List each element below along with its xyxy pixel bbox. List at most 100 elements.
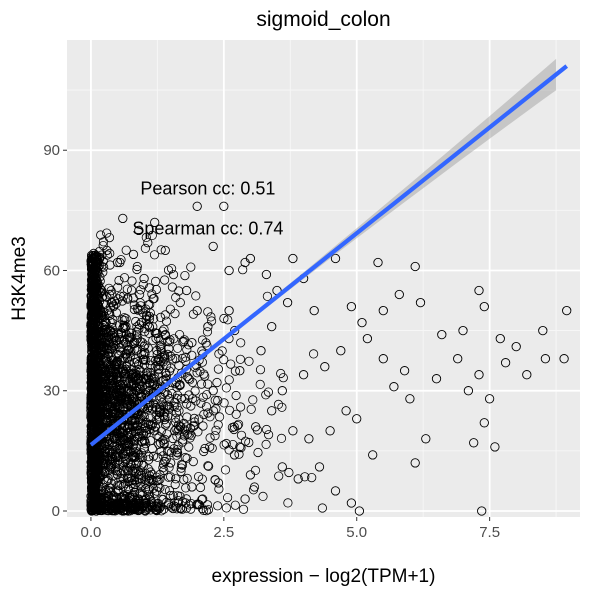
data-point xyxy=(101,395,112,405)
data-point xyxy=(174,286,184,296)
data-point xyxy=(219,201,229,211)
data-point xyxy=(124,332,134,342)
data-point xyxy=(110,398,120,408)
data-point xyxy=(133,373,143,383)
data-point xyxy=(91,383,102,393)
chart-title: sigmoid_colon xyxy=(256,8,390,31)
data-point xyxy=(171,408,181,418)
data-point xyxy=(141,499,151,509)
data-point xyxy=(132,261,142,272)
data-point xyxy=(236,443,246,453)
data-point xyxy=(437,329,447,340)
data-point xyxy=(169,334,179,344)
data-point xyxy=(186,262,196,272)
data-point xyxy=(346,301,357,312)
data-point xyxy=(140,436,150,446)
annotation-text: Pearson cc: 0.51 xyxy=(140,178,275,198)
data-point xyxy=(238,265,248,275)
data-point xyxy=(180,270,190,281)
data-point xyxy=(171,450,182,460)
data-point xyxy=(96,407,106,417)
data-point xyxy=(143,238,153,248)
data-point xyxy=(479,418,489,428)
data-point xyxy=(164,462,174,472)
data-point xyxy=(132,264,142,275)
data-point xyxy=(276,433,287,443)
data-point xyxy=(261,439,271,449)
data-point xyxy=(130,475,140,485)
data-point xyxy=(246,404,256,414)
data-point xyxy=(155,469,165,480)
data-point xyxy=(119,369,130,379)
data-point xyxy=(97,261,107,271)
data-point xyxy=(191,396,201,406)
data-point xyxy=(137,392,147,402)
data-point xyxy=(108,501,118,511)
data-point xyxy=(484,394,495,404)
data-point xyxy=(160,310,170,320)
data-point xyxy=(172,504,182,514)
data-point xyxy=(109,500,119,510)
data-point xyxy=(118,448,128,458)
data-point xyxy=(122,381,132,391)
data-point xyxy=(213,501,223,511)
data-point xyxy=(96,230,106,240)
data-point xyxy=(207,316,217,326)
annotations: Pearson cc: 0.51 Spearman cc: 0.74 xyxy=(132,178,283,238)
data-point xyxy=(261,424,272,435)
data-point xyxy=(105,396,115,406)
data-point xyxy=(116,428,126,438)
data-point xyxy=(221,438,231,449)
data-point xyxy=(157,326,168,336)
data-point xyxy=(86,425,97,435)
data-point xyxy=(511,341,521,352)
data-point xyxy=(136,301,146,311)
data-point xyxy=(112,451,122,461)
data-point xyxy=(145,500,156,510)
y-tick-label: 30 xyxy=(43,383,60,400)
data-point xyxy=(474,370,484,380)
data-point xyxy=(202,327,213,337)
data-point xyxy=(125,459,135,469)
data-point xyxy=(182,412,192,422)
data-point xyxy=(236,402,246,412)
data-point xyxy=(133,474,143,484)
data-point xyxy=(132,395,142,406)
data-point xyxy=(179,335,189,345)
data-point xyxy=(166,447,176,457)
data-point xyxy=(234,449,244,459)
data-point xyxy=(249,482,260,492)
data-point xyxy=(170,502,181,512)
data-point xyxy=(182,453,192,463)
data-point xyxy=(86,260,97,270)
data-point xyxy=(197,335,208,345)
data-point xyxy=(141,469,151,479)
data-point xyxy=(152,360,162,370)
data-point xyxy=(128,249,139,260)
data-point xyxy=(161,316,172,326)
data-point xyxy=(169,401,179,412)
data-point xyxy=(188,393,198,404)
data-point xyxy=(173,343,183,353)
data-point xyxy=(87,339,98,349)
data-point xyxy=(96,465,106,475)
data-point xyxy=(189,413,199,423)
data-point xyxy=(139,435,149,446)
data-point xyxy=(102,228,112,238)
data-point xyxy=(244,356,254,366)
data-point xyxy=(90,372,100,382)
data-point xyxy=(500,358,511,368)
data-point xyxy=(453,354,463,364)
data-point xyxy=(94,416,104,426)
data-point xyxy=(219,398,229,408)
data-point xyxy=(192,201,202,211)
data-point xyxy=(139,375,149,385)
data-point xyxy=(252,425,262,435)
data-point xyxy=(154,406,164,417)
data-point xyxy=(235,442,245,452)
data-point xyxy=(112,469,122,479)
data-point xyxy=(131,370,142,380)
data-point xyxy=(148,294,158,304)
data-point xyxy=(145,360,155,370)
